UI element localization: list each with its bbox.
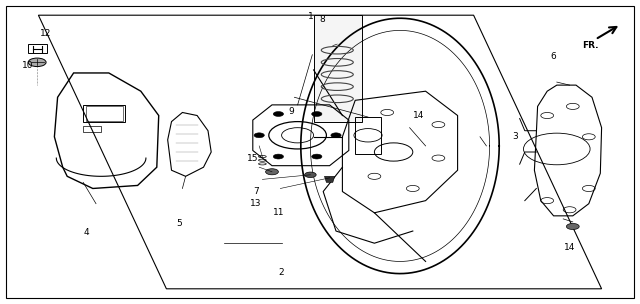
Circle shape — [273, 154, 284, 159]
Circle shape — [273, 112, 284, 116]
Bar — [83, 105, 125, 122]
Bar — [28, 44, 47, 53]
Circle shape — [254, 133, 264, 138]
Circle shape — [566, 223, 579, 230]
Text: 9: 9 — [289, 106, 294, 116]
Circle shape — [266, 169, 278, 175]
Bar — [83, 126, 101, 132]
Text: 14: 14 — [413, 111, 424, 120]
Text: 3: 3 — [512, 132, 518, 141]
Text: 4: 4 — [84, 228, 89, 237]
Bar — [314, 15, 362, 122]
Text: 5: 5 — [177, 219, 182, 228]
Circle shape — [312, 154, 322, 159]
Bar — [86, 106, 123, 121]
Circle shape — [331, 133, 341, 138]
Circle shape — [312, 112, 322, 116]
Text: 11: 11 — [273, 208, 284, 217]
Polygon shape — [324, 176, 335, 182]
Text: FR.: FR. — [582, 41, 599, 50]
Text: 2: 2 — [279, 268, 284, 277]
Text: 10: 10 — [22, 61, 33, 70]
Text: 15: 15 — [247, 154, 259, 163]
Text: 1: 1 — [308, 12, 313, 21]
Text: 14: 14 — [564, 243, 575, 252]
Text: 12: 12 — [40, 29, 51, 38]
Text: 6: 6 — [551, 52, 556, 61]
Circle shape — [28, 58, 46, 67]
Text: 7: 7 — [253, 187, 259, 196]
Text: 8: 8 — [319, 15, 324, 24]
Text: 13: 13 — [250, 199, 262, 208]
Circle shape — [305, 172, 316, 178]
